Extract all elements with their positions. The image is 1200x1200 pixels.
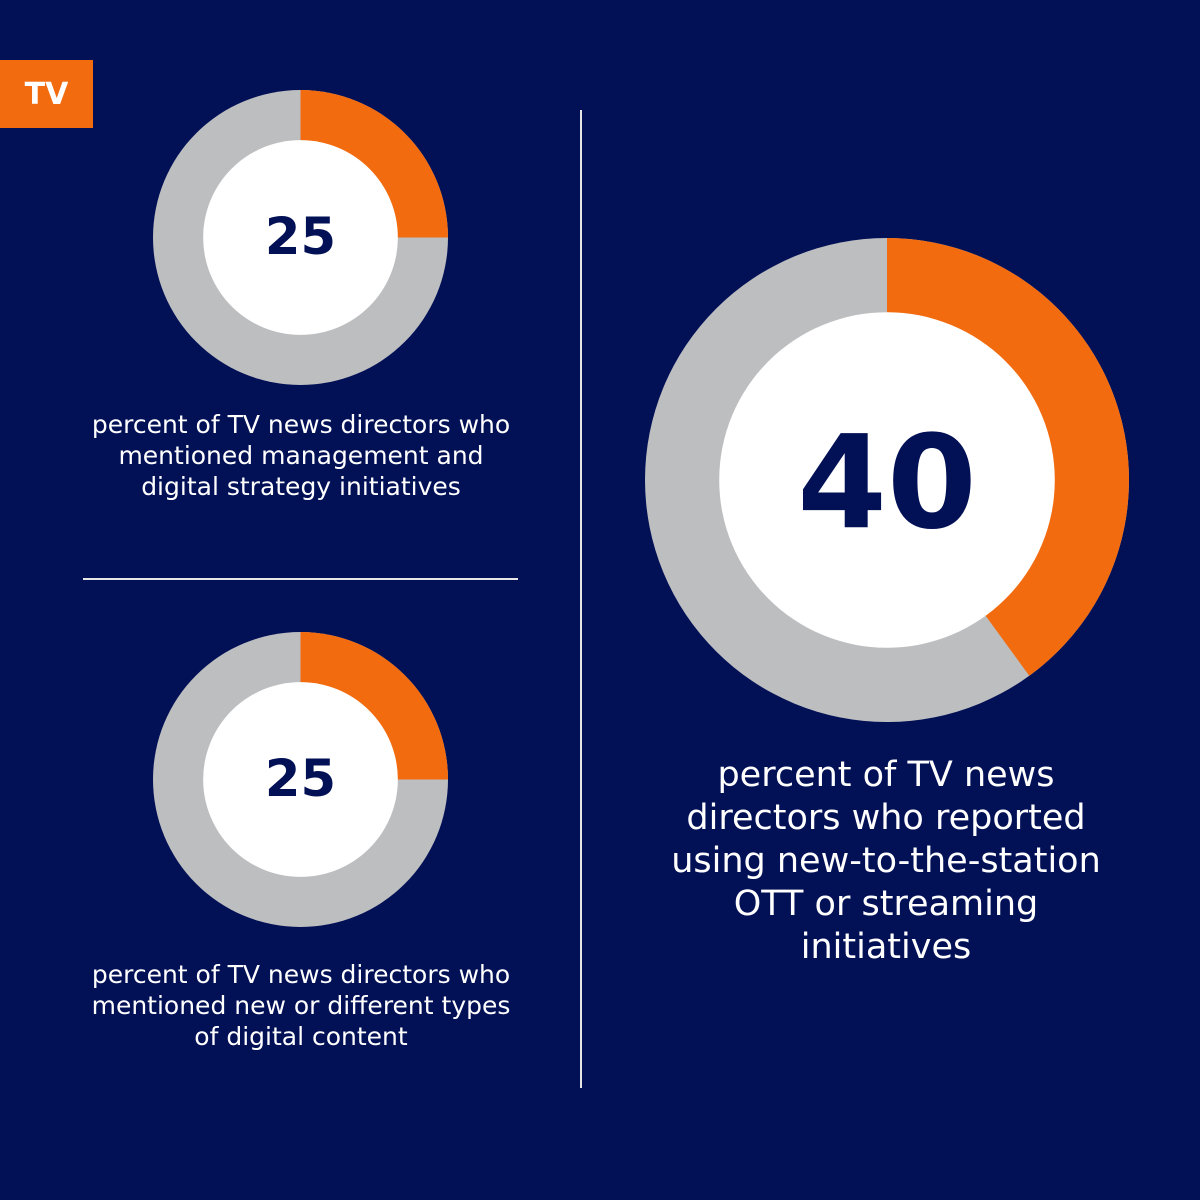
donut-value-label: 25 <box>265 208 336 267</box>
section-tag: TV <box>0 60 93 128</box>
donut-chart-digital-content: 25 <box>153 632 448 927</box>
caption-digital-content: percent of TV news directors who mention… <box>91 960 511 1051</box>
donut-center <box>719 312 1055 648</box>
horizontal-divider <box>83 578 518 580</box>
caption-management: percent of TV news directors who mention… <box>91 410 511 501</box>
donut-chart-ott-streaming: 40 <box>645 238 1129 722</box>
donut-center <box>203 140 398 335</box>
donut-value-label: 25 <box>265 750 336 809</box>
caption-ott-streaming: percent of TV news directors who reporte… <box>671 755 1101 967</box>
vertical-divider <box>580 110 582 1088</box>
donut-value-label: 40 <box>797 408 977 558</box>
donut-center <box>203 682 398 877</box>
donut-chart-management: 25 <box>153 90 448 385</box>
